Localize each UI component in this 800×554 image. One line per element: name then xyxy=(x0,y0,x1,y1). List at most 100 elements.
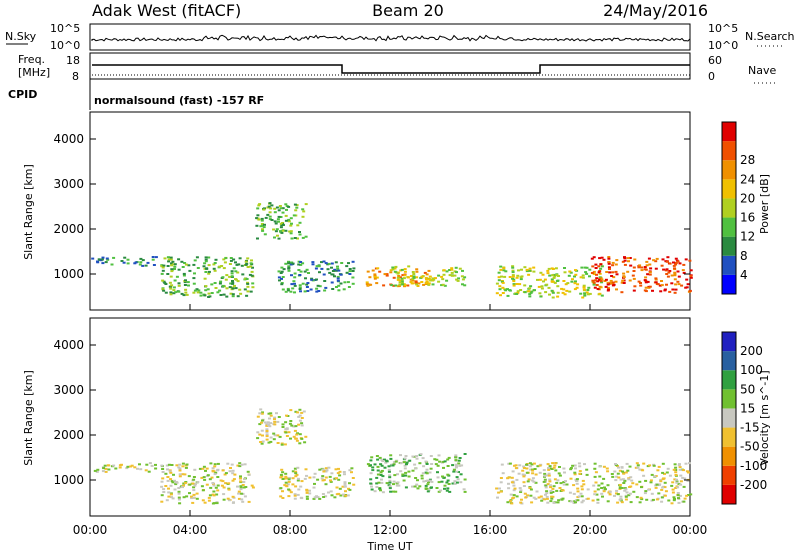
data-cell xyxy=(169,291,173,294)
data-cell xyxy=(281,478,285,480)
data-cell xyxy=(298,284,302,287)
data-cell xyxy=(100,258,104,261)
data-cell xyxy=(263,233,267,236)
data-cell xyxy=(261,229,265,232)
data-cell xyxy=(287,495,291,498)
data-cell xyxy=(446,473,450,476)
data-cell xyxy=(586,497,590,500)
data-cell xyxy=(203,262,207,265)
data-cell xyxy=(231,479,235,482)
data-cell xyxy=(324,483,328,486)
data-cell xyxy=(553,464,557,467)
data-cell xyxy=(497,279,501,282)
data-cell xyxy=(396,473,399,476)
data-cell xyxy=(403,270,407,273)
data-cell xyxy=(528,267,532,270)
data-cell xyxy=(295,439,299,442)
data-cell xyxy=(287,220,291,223)
data-cell xyxy=(371,269,375,272)
data-cell xyxy=(255,224,259,227)
data-cell xyxy=(437,490,441,493)
data-cell xyxy=(434,277,437,280)
data-cell xyxy=(682,263,686,266)
velocity-data xyxy=(93,408,693,505)
data-cell xyxy=(398,279,402,282)
data-cell xyxy=(428,278,431,281)
data-cell xyxy=(208,494,212,497)
data-cell xyxy=(231,295,235,298)
data-cell xyxy=(547,467,550,469)
data-cell xyxy=(455,278,459,281)
data-cell xyxy=(287,431,291,434)
data-cell xyxy=(461,278,465,281)
data-cell xyxy=(671,481,675,484)
data-cell xyxy=(380,458,384,461)
data-cell xyxy=(239,488,243,491)
data-cell xyxy=(279,495,283,498)
data-cell xyxy=(398,283,402,286)
data-cell xyxy=(284,472,288,475)
data-cell xyxy=(512,278,516,281)
data-cell xyxy=(230,270,234,273)
data-cell xyxy=(550,280,554,283)
data-cell xyxy=(614,464,618,467)
data-cell xyxy=(611,261,615,264)
data-cell xyxy=(147,470,151,473)
data-cell xyxy=(369,459,373,462)
data-cell xyxy=(375,276,379,279)
data-cell xyxy=(411,278,415,281)
data-cell xyxy=(613,470,617,473)
data-cell xyxy=(614,270,618,273)
data-cell xyxy=(597,265,601,268)
data-cell xyxy=(201,467,205,470)
data-cell xyxy=(639,496,643,499)
data-cell xyxy=(181,473,185,476)
data-cell xyxy=(203,294,207,297)
data-cell xyxy=(275,228,279,231)
data-cell xyxy=(652,464,656,467)
data-cell xyxy=(520,275,524,278)
data-cell xyxy=(373,490,377,493)
data-cell xyxy=(583,292,587,295)
data-cell xyxy=(172,286,176,289)
data-cell xyxy=(324,495,328,498)
colorbar-tick-label: -100 xyxy=(740,459,767,473)
data-cell xyxy=(133,466,137,469)
data-cell xyxy=(411,485,414,488)
data-cell xyxy=(415,270,419,273)
data-cell xyxy=(562,288,566,291)
data-cell xyxy=(318,468,322,471)
data-cell xyxy=(167,258,171,261)
data-cell xyxy=(293,203,297,206)
data-cell xyxy=(210,476,214,479)
data-cell xyxy=(425,468,429,471)
ytick-label: 4000 xyxy=(53,132,84,146)
data-cell xyxy=(624,488,628,491)
data-cell xyxy=(208,295,212,298)
data-cell xyxy=(447,483,451,485)
data-cell xyxy=(610,275,614,277)
data-cell xyxy=(458,457,462,459)
data-cell xyxy=(281,288,285,291)
data-cell xyxy=(304,435,308,438)
data-cell xyxy=(450,267,454,270)
data-cell xyxy=(632,490,636,493)
ytick-label: 2000 xyxy=(53,222,84,236)
data-cell xyxy=(661,478,665,481)
data-cell xyxy=(499,477,503,479)
data-cell xyxy=(522,475,526,478)
data-cell xyxy=(529,468,533,471)
data-cell xyxy=(518,487,522,490)
data-cell xyxy=(331,270,335,272)
data-cell xyxy=(587,293,590,296)
data-cell xyxy=(184,279,187,282)
data-cell xyxy=(207,270,211,273)
data-cell xyxy=(422,480,426,483)
data-cell xyxy=(324,286,328,289)
data-cell xyxy=(348,488,352,491)
data-cell xyxy=(212,484,216,487)
data-cell xyxy=(376,473,380,476)
data-cell xyxy=(166,476,170,478)
data-cell xyxy=(286,483,290,486)
data-cell xyxy=(618,498,622,501)
